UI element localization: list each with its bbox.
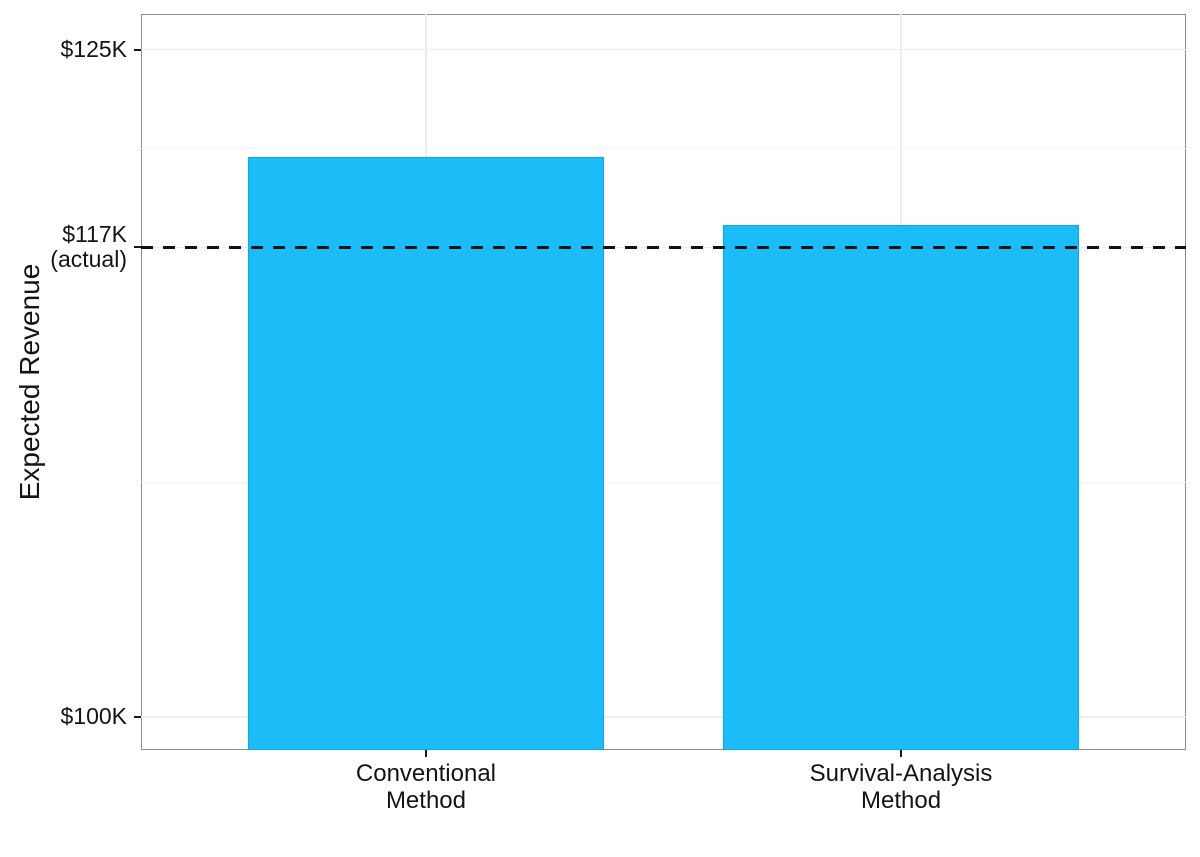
y-axis-tick-125k (134, 48, 141, 51)
x-tick-label-conventional-method: Conventional Method (226, 760, 626, 814)
x-tick-label-survival-analysis-method: Survival-Analysis Method (701, 760, 1101, 814)
y-axis-tick-100k (134, 715, 141, 718)
y-axis-tick-117k (134, 246, 141, 249)
x-tick-label-line: Conventional (355, 760, 497, 787)
x-axis-tick-survival-analysis-method (900, 750, 903, 757)
y-tick-label-line: (actual) (50, 246, 127, 273)
y-tick-label-117k-actual: $117K (actual) (0, 222, 127, 272)
x-tick-label-line: Method (860, 787, 942, 814)
x-axis-tick-conventional-method (424, 750, 427, 757)
x-tick-label-line: Method (385, 787, 466, 814)
y-tick-label-line: $125K (60, 36, 127, 63)
bar-survival-analysis-method (722, 224, 1080, 750)
y-axis-title: Expected Revenue (14, 263, 45, 501)
x-tick-label-line: Survival-Analysis (809, 760, 993, 787)
bar-conventional-method (247, 156, 605, 750)
y-tick-label-125k: $125K (0, 37, 127, 62)
y-tick-label-100k: $100K (0, 704, 127, 729)
y-tick-label-line: $100K (60, 703, 127, 730)
y-tick-label-line: $117K (62, 221, 127, 248)
